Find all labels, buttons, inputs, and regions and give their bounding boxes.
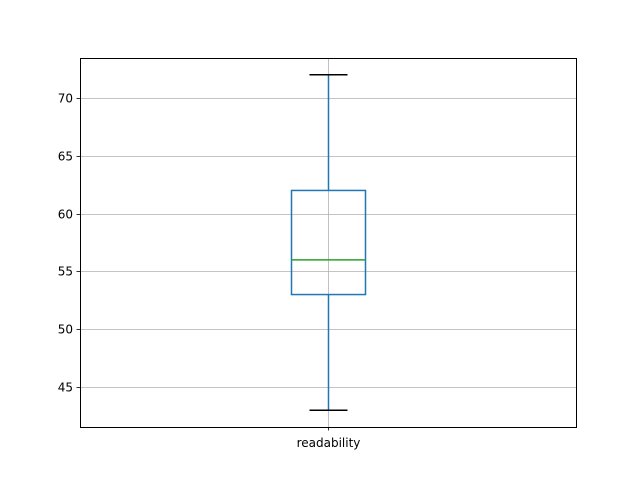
x-axis: readability — [297, 427, 361, 450]
x-tick-label: readability — [297, 436, 361, 450]
y-tick-label: 70 — [58, 92, 73, 106]
y-tick-label: 65 — [58, 150, 73, 164]
y-axis: 45 50 55 60 65 70 — [58, 92, 80, 395]
y-tick-label: 60 — [58, 208, 73, 222]
y-tick-label: 50 — [58, 323, 73, 337]
y-tick-label: 55 — [58, 265, 73, 279]
y-tick-label: 45 — [58, 381, 73, 395]
iqr-box — [290, 189, 367, 296]
boxes — [290, 74, 367, 411]
